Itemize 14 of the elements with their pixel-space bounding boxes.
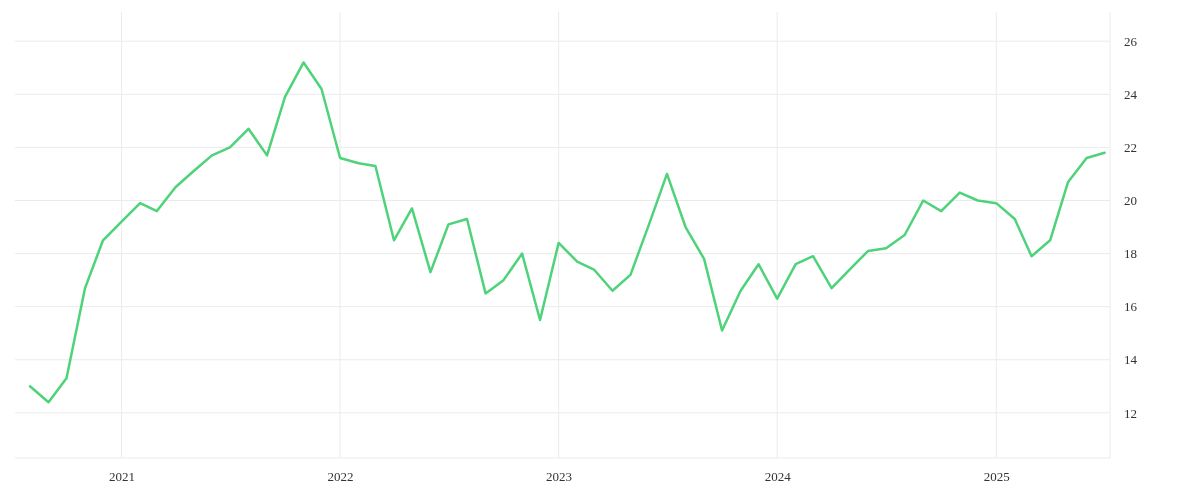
x-tick-label: 2022	[327, 469, 354, 485]
y-tick-label: 24	[1124, 86, 1138, 102]
y-tick-label: 16	[1124, 299, 1138, 315]
y-tick-label: 22	[1124, 140, 1137, 156]
x-tick-label: 2023	[546, 469, 573, 485]
x-tick-label: 2024	[764, 469, 792, 485]
y-tick-label: 26	[1124, 33, 1138, 49]
y-tick-label: 14	[1124, 352, 1138, 368]
y-tick-label: 18	[1124, 246, 1137, 262]
y-tick-label: 20	[1124, 193, 1137, 209]
x-tick-label: 2025	[983, 469, 1010, 485]
y-tick-label: 12	[1124, 405, 1137, 421]
x-tick-label: 2021	[109, 469, 136, 485]
line-series	[28, 61, 1106, 404]
